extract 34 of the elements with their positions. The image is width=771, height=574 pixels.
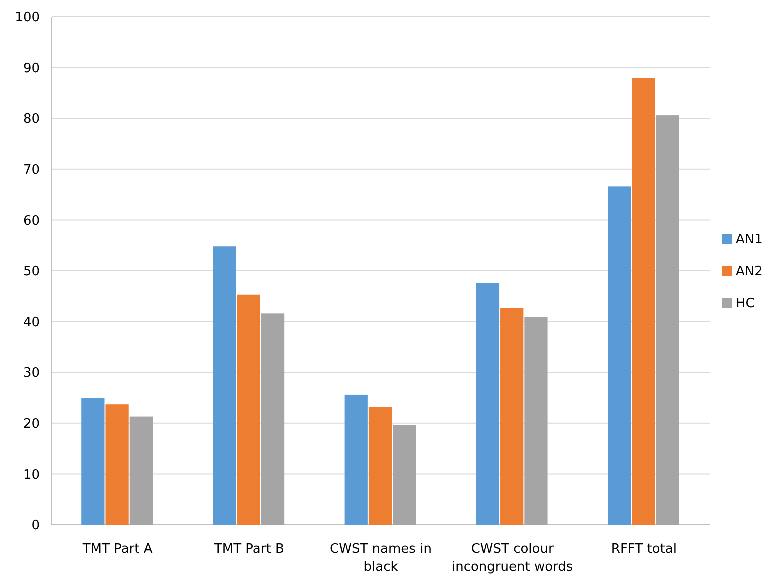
bar (344, 394, 368, 525)
y-tick-label: 10 (23, 468, 40, 483)
bar (393, 425, 416, 525)
x-tick-label: CWST names in black (330, 542, 432, 574)
x-tick-label: CWST colour incongruent words (452, 542, 574, 574)
bar (368, 407, 392, 525)
x-tick-label: TMT Part B (213, 542, 284, 557)
bar (608, 186, 632, 525)
bar (632, 78, 656, 525)
bar (476, 283, 500, 525)
y-tick-label: 80 (23, 112, 40, 128)
bar (213, 246, 236, 525)
legend-label: AN2 (736, 264, 763, 280)
bar (656, 116, 680, 525)
y-tick-label: 20 (23, 416, 40, 432)
bar (261, 314, 285, 525)
x-tick-label: TMT Part A (82, 542, 153, 557)
y-tick-label: 40 (23, 315, 40, 330)
bar (106, 404, 129, 525)
bar (500, 308, 524, 525)
y-tick-label: 70 (23, 162, 40, 178)
bar (237, 294, 260, 525)
y-tick-label: 100 (15, 10, 40, 26)
y-tick-label: 60 (23, 214, 40, 229)
y-tick-label: 30 (23, 366, 40, 382)
x-tick-label: RFFT total (611, 542, 677, 557)
y-tick-label: 0 (32, 518, 40, 534)
bar (82, 398, 105, 525)
y-tick-label: 50 (23, 264, 40, 280)
bar (524, 317, 548, 525)
legend-label: HC (736, 296, 755, 312)
y-tick-label: 90 (23, 61, 40, 76)
bar (130, 416, 153, 525)
legend-label: AN1 (736, 232, 763, 248)
